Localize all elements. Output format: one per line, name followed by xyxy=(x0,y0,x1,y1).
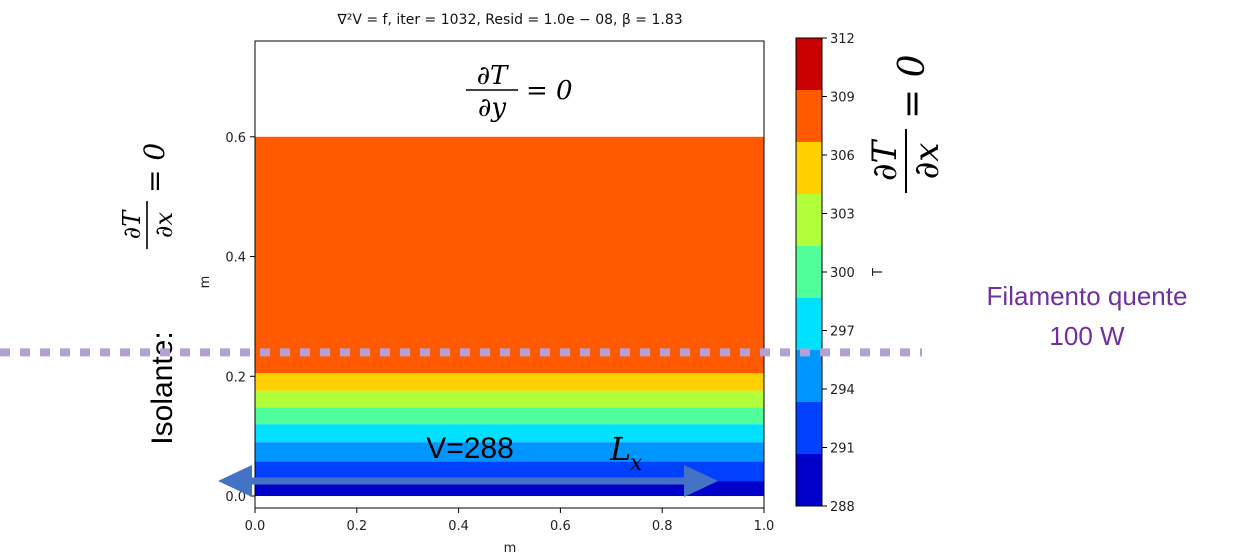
temperature-band-291 xyxy=(255,461,764,482)
left-denominator: ∂x xyxy=(150,212,178,238)
colorbar-tick-label: 303 xyxy=(830,208,855,223)
temperature-band-297 xyxy=(255,424,764,443)
x-tick-label: 1.0 xyxy=(754,519,775,534)
colorbar-ticks: 288 291 294 297 300 303 306 309 312 xyxy=(822,32,855,515)
x-tick-label: 0.0 xyxy=(245,519,266,534)
y-axis-label: m xyxy=(198,276,213,289)
x-tick-label: 0.6 xyxy=(550,519,571,534)
filament-label-line2: 100 W xyxy=(1049,321,1125,351)
temperature-band-294 xyxy=(255,442,764,462)
colorbar-label: T xyxy=(871,268,886,277)
top-numerator: ∂T xyxy=(477,61,509,91)
colorbar: 288 291 294 297 300 303 306 309 312 T xyxy=(795,32,886,515)
y-tick-label: 0.6 xyxy=(225,131,246,146)
right-boundary-annotation: ∂T ∂x = 0 xyxy=(865,54,947,193)
top-rhs: = 0 xyxy=(526,76,573,106)
length-subscript: x xyxy=(630,451,643,476)
colorbar-band xyxy=(796,402,822,454)
left-rhs: = 0 xyxy=(138,143,171,193)
colorbar-band xyxy=(796,454,822,506)
x-tick-label: 0.2 xyxy=(346,519,367,534)
temperature-band-303 xyxy=(255,390,764,408)
top-denominator: ∂y xyxy=(478,93,506,123)
colorbar-band xyxy=(796,298,822,350)
arrow-head-right xyxy=(684,465,718,497)
x-tick-label: 0.8 xyxy=(652,519,673,534)
temperature-band-288 xyxy=(255,481,764,497)
colorbar-bands xyxy=(796,38,822,506)
colorbar-tick-label: 297 xyxy=(830,325,855,340)
temperature-band-309 xyxy=(255,136,764,374)
temperature-bands xyxy=(255,136,764,497)
left-boundary-annotation: ∂T ∂x = 0 xyxy=(118,143,178,249)
plot-area: 0.0 0.2 0.4 0.6 0.8 1.0 0.0 0.2 0.4 0.6 m m xyxy=(198,40,775,556)
bottom-condition-label: V=288 xyxy=(426,432,514,465)
x-axis-label: m xyxy=(504,541,517,556)
right-denominator: ∂x xyxy=(907,143,947,180)
colorbar-tick-label: 306 xyxy=(830,149,855,164)
y-axis-ticks: 0.0 0.2 0.4 0.6 xyxy=(225,131,255,505)
arrow-head-left xyxy=(218,465,252,497)
length-double-arrow xyxy=(218,465,718,497)
colorbar-tick-label: 291 xyxy=(830,442,855,457)
colorbar-band xyxy=(796,350,822,402)
cropped-header-fragment xyxy=(0,0,340,8)
colorbar-tick-label: 294 xyxy=(830,383,855,398)
length-label: L x xyxy=(609,430,643,476)
left-numerator: ∂T xyxy=(118,209,146,239)
colorbar-band xyxy=(796,38,822,90)
chart-title: ∇²V = f, iter = 1032, Resid = 1.0e − 08,… xyxy=(336,12,682,28)
y-tick-label: 0.4 xyxy=(225,251,246,266)
plot-frame xyxy=(254,40,765,509)
x-axis-ticks: 0.0 0.2 0.4 0.6 0.8 1.0 xyxy=(245,508,775,534)
top-boundary-annotation: ∂T ∂y = 0 xyxy=(466,61,573,123)
colorbar-tick-label: 309 xyxy=(830,91,855,106)
colorbar-band xyxy=(796,246,822,298)
temperature-band-300 xyxy=(255,407,764,425)
colorbar-band xyxy=(796,194,822,246)
length-symbol: L xyxy=(609,430,631,468)
colorbar-tick-label: 300 xyxy=(830,266,855,281)
colorbar-tick-label: 288 xyxy=(830,500,855,515)
temperature-band-306 xyxy=(255,373,764,391)
right-numerator: ∂T xyxy=(865,139,905,182)
colorbar-band xyxy=(796,142,822,194)
x-tick-label: 0.4 xyxy=(448,519,469,534)
filament-label-line1: Filamento quente xyxy=(987,281,1188,311)
colorbar-tick-label: 312 xyxy=(830,32,855,47)
y-tick-label: 0.2 xyxy=(225,370,246,385)
right-rhs: = 0 xyxy=(892,54,933,119)
isolante-label: Isolante: xyxy=(146,331,179,444)
y-tick-label: 0.0 xyxy=(225,490,246,505)
colorbar-band xyxy=(796,90,822,142)
